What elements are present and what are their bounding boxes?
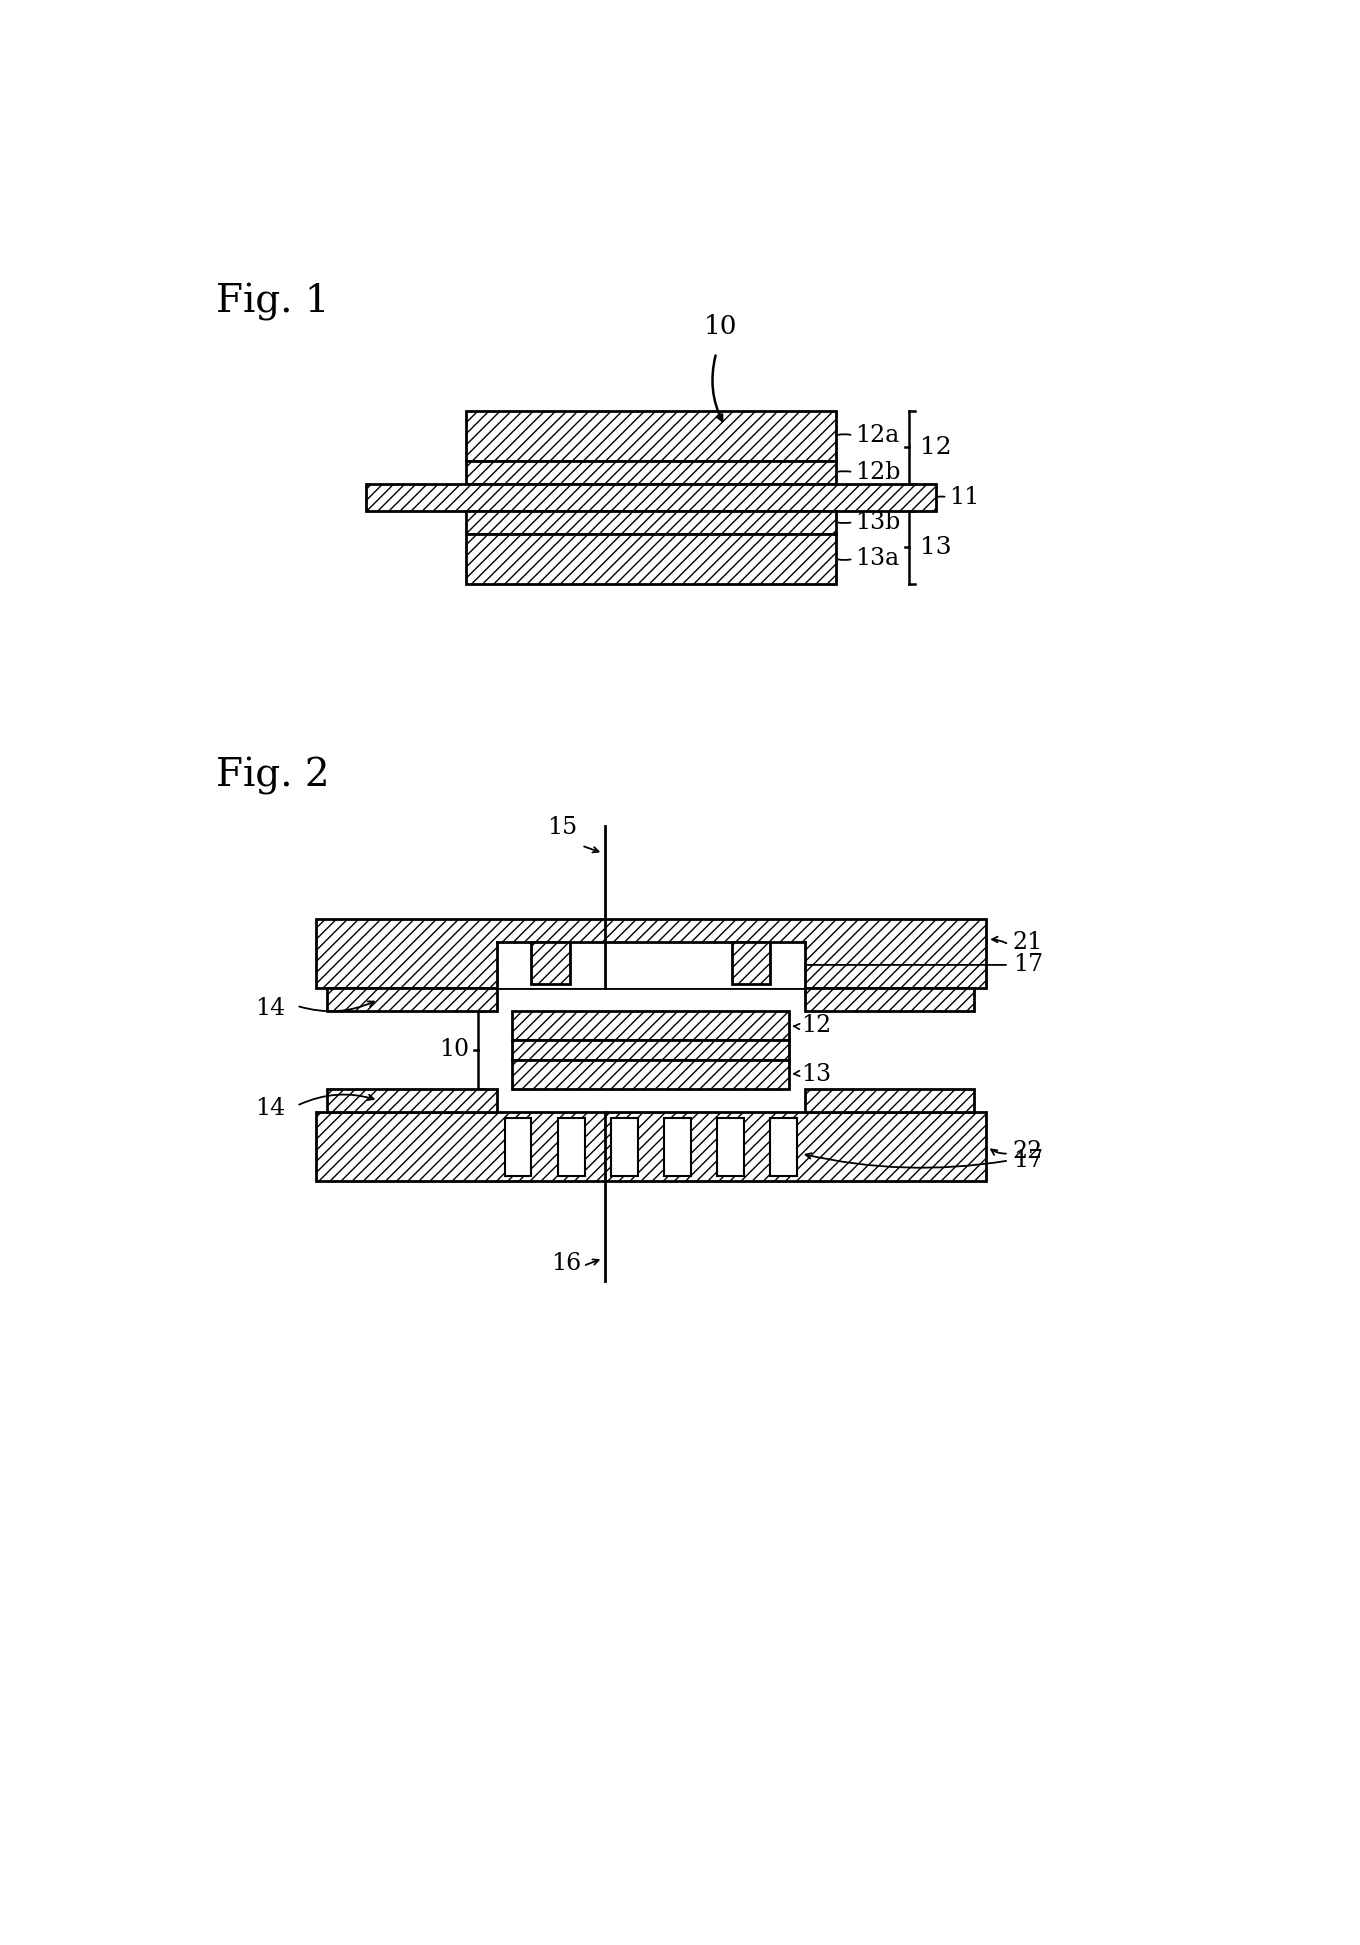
Bar [732,941,770,984]
Bar [611,1118,638,1177]
Bar [366,484,936,512]
Bar [505,1118,532,1177]
Text: 10: 10 [439,1039,469,1062]
Text: 10: 10 [703,313,737,338]
Text: 16: 16 [551,1253,581,1274]
Bar [328,988,496,1011]
Text: 15: 15 [547,817,577,838]
Text: 17: 17 [1013,1149,1043,1173]
Bar [316,1113,986,1181]
Text: 21: 21 [1013,932,1043,955]
Text: Fig. 2: Fig. 2 [216,757,329,796]
Text: 14: 14 [254,1097,286,1120]
Bar [466,461,835,484]
Bar [466,410,835,461]
Bar [513,1060,789,1089]
Bar [558,1118,585,1177]
Text: Fig. 1: Fig. 1 [216,284,329,321]
Text: 12: 12 [919,436,951,459]
Bar [770,1118,797,1177]
Text: 14: 14 [254,998,286,1021]
Bar [466,512,835,533]
Bar [316,918,986,988]
Bar [513,1041,789,1060]
Bar [717,1118,744,1177]
Bar [328,1089,496,1113]
Text: 22: 22 [1013,1140,1043,1163]
Text: 13a: 13a [855,547,899,570]
Text: 12a: 12a [855,424,899,447]
Text: 12: 12 [801,1013,831,1037]
Text: 13: 13 [801,1062,831,1085]
Text: 13b: 13b [855,512,900,533]
Bar [496,941,805,988]
Text: 17: 17 [1013,953,1043,976]
Text: 12b: 12b [855,461,900,484]
Bar [805,1089,974,1113]
Bar [513,1011,789,1041]
Bar [664,1118,691,1177]
Text: 13: 13 [919,535,951,558]
Bar [466,533,835,584]
Bar [532,941,570,984]
Text: 11: 11 [949,486,979,510]
Bar [805,988,974,1011]
